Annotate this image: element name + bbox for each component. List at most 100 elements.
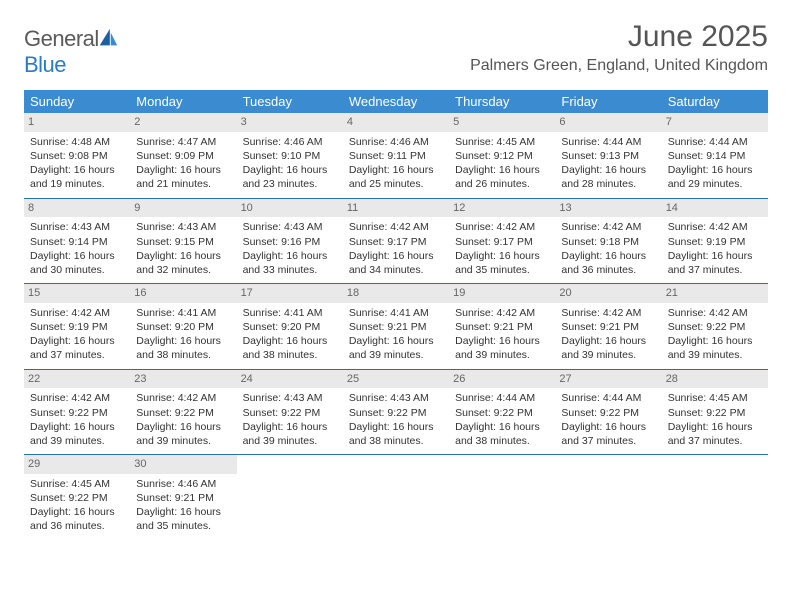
day-number: 16 bbox=[130, 284, 236, 303]
sunset-line: Sunset: 9:20 PM bbox=[136, 320, 230, 334]
day-number: 10 bbox=[237, 199, 343, 218]
daylight-line-1: Daylight: 16 hours bbox=[243, 249, 337, 263]
sunset-line: Sunset: 9:14 PM bbox=[668, 149, 762, 163]
weekday-header: Saturday bbox=[662, 90, 768, 113]
sunrise-line: Sunrise: 4:42 AM bbox=[455, 220, 549, 234]
sunset-line: Sunset: 9:21 PM bbox=[455, 320, 549, 334]
sunset-line: Sunset: 9:22 PM bbox=[668, 406, 762, 420]
sunrise-line: Sunrise: 4:41 AM bbox=[136, 306, 230, 320]
day-cell: 26Sunrise: 4:44 AMSunset: 9:22 PMDayligh… bbox=[449, 370, 555, 455]
sunset-line: Sunset: 9:21 PM bbox=[561, 320, 655, 334]
day-body: Sunrise: 4:42 AMSunset: 9:17 PMDaylight:… bbox=[455, 220, 549, 277]
sunrise-line: Sunrise: 4:45 AM bbox=[668, 391, 762, 405]
day-number: 12 bbox=[449, 199, 555, 218]
day-number: 4 bbox=[343, 113, 449, 132]
day-cell: 28Sunrise: 4:45 AMSunset: 9:22 PMDayligh… bbox=[662, 370, 768, 455]
day-body: Sunrise: 4:47 AMSunset: 9:09 PMDaylight:… bbox=[136, 135, 230, 192]
day-number: 9 bbox=[130, 199, 236, 218]
day-body: Sunrise: 4:42 AMSunset: 9:21 PMDaylight:… bbox=[561, 306, 655, 363]
daylight-line-1: Daylight: 16 hours bbox=[668, 420, 762, 434]
daylight-line-1: Daylight: 16 hours bbox=[455, 420, 549, 434]
day-number: 20 bbox=[555, 284, 661, 303]
daylight-line-1: Daylight: 16 hours bbox=[561, 163, 655, 177]
daylight-line-1: Daylight: 16 hours bbox=[30, 249, 124, 263]
day-body: Sunrise: 4:45 AMSunset: 9:22 PMDaylight:… bbox=[668, 391, 762, 448]
daylight-line-2: and 39 minutes. bbox=[561, 348, 655, 362]
daylight-line-1: Daylight: 16 hours bbox=[30, 334, 124, 348]
weekday-header: Friday bbox=[555, 90, 661, 113]
daylight-line-2: and 35 minutes. bbox=[455, 263, 549, 277]
day-cell: 8Sunrise: 4:43 AMSunset: 9:14 PMDaylight… bbox=[24, 199, 130, 284]
daylight-line-1: Daylight: 16 hours bbox=[243, 420, 337, 434]
day-body: Sunrise: 4:42 AMSunset: 9:19 PMDaylight:… bbox=[668, 220, 762, 277]
sunset-line: Sunset: 9:10 PM bbox=[243, 149, 337, 163]
day-cell: 9Sunrise: 4:43 AMSunset: 9:15 PMDaylight… bbox=[130, 199, 236, 284]
sunset-line: Sunset: 9:21 PM bbox=[349, 320, 443, 334]
day-cell: 14Sunrise: 4:42 AMSunset: 9:19 PMDayligh… bbox=[662, 199, 768, 284]
day-number: 24 bbox=[237, 370, 343, 389]
sunrise-line: Sunrise: 4:41 AM bbox=[349, 306, 443, 320]
day-body: Sunrise: 4:43 AMSunset: 9:22 PMDaylight:… bbox=[349, 391, 443, 448]
day-cell: 12 Sunrise: 4:42 AMSunset: 9:17 PMDayligh… bbox=[449, 199, 555, 284]
sunset-line: Sunset: 9:22 PM bbox=[668, 320, 762, 334]
day-body: Sunrise: 4:44 AMSunset: 9:22 PMDaylight:… bbox=[561, 391, 655, 448]
day-cell: 22Sunrise: 4:42 AMSunset: 9:22 PMDayligh… bbox=[24, 370, 130, 455]
title-block: June 2025 Palmers Green, England, United… bbox=[470, 20, 768, 75]
sunrise-line: Sunrise: 4:42 AM bbox=[561, 306, 655, 320]
daylight-line-2: and 26 minutes. bbox=[455, 177, 549, 191]
daylight-line-2: and 36 minutes. bbox=[561, 263, 655, 277]
day-body: Sunrise: 4:42 AMSunset: 9:17 PMDaylight:… bbox=[349, 220, 443, 277]
sunset-line: Sunset: 9:12 PM bbox=[455, 149, 549, 163]
day-body: Sunrise: 4:42 AMSunset: 9:18 PMDaylight:… bbox=[561, 220, 655, 277]
day-body: Sunrise: 4:43 AMSunset: 9:16 PMDaylight:… bbox=[243, 220, 337, 277]
brand-logo: General Blue bbox=[24, 20, 119, 78]
day-number: 18 bbox=[343, 284, 449, 303]
day-cell: 29Sunrise: 4:45 AMSunset: 9:22 PMDayligh… bbox=[24, 455, 130, 540]
daylight-line-1: Daylight: 16 hours bbox=[561, 334, 655, 348]
daylight-line-2: and 38 minutes. bbox=[243, 348, 337, 362]
sunrise-line: Sunrise: 4:44 AM bbox=[455, 391, 549, 405]
daylight-line-1: Daylight: 16 hours bbox=[349, 249, 443, 263]
day-cell: 2Sunrise: 4:47 AMSunset: 9:09 PMDaylight… bbox=[130, 113, 236, 198]
day-body: Sunrise: 4:44 AMSunset: 9:14 PMDaylight:… bbox=[668, 135, 762, 192]
daylight-line-1: Daylight: 16 hours bbox=[349, 420, 443, 434]
day-number: 30 bbox=[130, 455, 236, 474]
day-cell: 20 Sunrise: 4:42 AMSunset: 9:21 PMDayligh… bbox=[555, 284, 661, 369]
day-number: 7 bbox=[662, 113, 768, 132]
day-cell: 24 Sunrise: 4:43 AMSunset: 9:22 PMDayligh… bbox=[237, 370, 343, 455]
daylight-line-2: and 21 minutes. bbox=[136, 177, 230, 191]
daylight-line-1: Daylight: 16 hours bbox=[455, 163, 549, 177]
weekday-header: Wednesday bbox=[343, 90, 449, 113]
daylight-line-2: and 32 minutes. bbox=[136, 263, 230, 277]
calendar-grid: SundayMondayTuesdayWednesdayThursdayFrid… bbox=[24, 90, 768, 540]
sunrise-line: Sunrise: 4:43 AM bbox=[243, 391, 337, 405]
day-number: 29 bbox=[24, 455, 130, 474]
sunrise-line: Sunrise: 4:43 AM bbox=[136, 220, 230, 234]
day-body: Sunrise: 4:48 AMSunset: 9:08 PMDaylight:… bbox=[30, 135, 124, 192]
day-body: Sunrise: 4:43 AMSunset: 9:22 PMDaylight:… bbox=[243, 391, 337, 448]
day-cell: . bbox=[237, 455, 343, 540]
day-number: 1 bbox=[24, 113, 130, 132]
day-body: Sunrise: 4:42 AMSunset: 9:22 PMDaylight:… bbox=[136, 391, 230, 448]
sunset-line: Sunset: 9:17 PM bbox=[349, 235, 443, 249]
day-body: Sunrise: 4:42 AMSunset: 9:22 PMDaylight:… bbox=[30, 391, 124, 448]
day-cell: 4Sunrise: 4:46 AMSunset: 9:11 PMDaylight… bbox=[343, 113, 449, 198]
sunset-line: Sunset: 9:08 PM bbox=[30, 149, 124, 163]
daylight-line-1: Daylight: 16 hours bbox=[668, 163, 762, 177]
sunset-line: Sunset: 9:09 PM bbox=[136, 149, 230, 163]
daylight-line-2: and 34 minutes. bbox=[349, 263, 443, 277]
daylight-line-2: and 38 minutes. bbox=[455, 434, 549, 448]
day-body: Sunrise: 4:41 AMSunset: 9:21 PMDaylight:… bbox=[349, 306, 443, 363]
daylight-line-2: and 29 minutes. bbox=[668, 177, 762, 191]
day-number: 13 bbox=[555, 199, 661, 218]
daylight-line-1: Daylight: 16 hours bbox=[668, 334, 762, 348]
daylight-line-1: Daylight: 16 hours bbox=[136, 334, 230, 348]
sunrise-line: Sunrise: 4:46 AM bbox=[243, 135, 337, 149]
brand-word-2: Blue bbox=[24, 52, 66, 77]
daylight-line-2: and 25 minutes. bbox=[349, 177, 443, 191]
day-cell: 16 Sunrise: 4:41 AMSunset: 9:20 PMDayligh… bbox=[130, 284, 236, 369]
day-number: 15 bbox=[24, 284, 130, 303]
day-cell: 11Sunrise: 4:42 AMSunset: 9:17 PMDayligh… bbox=[343, 199, 449, 284]
day-number: 26 bbox=[449, 370, 555, 389]
sunrise-line: Sunrise: 4:42 AM bbox=[561, 220, 655, 234]
